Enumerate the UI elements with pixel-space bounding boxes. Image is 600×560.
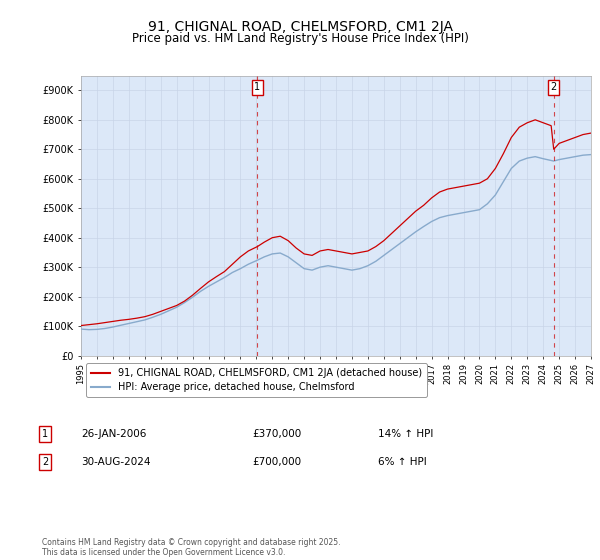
Text: 2: 2 [551,82,557,92]
Text: 6% ↑ HPI: 6% ↑ HPI [378,457,427,467]
Text: £370,000: £370,000 [252,429,301,439]
Text: 26-JAN-2006: 26-JAN-2006 [81,429,146,439]
Text: 1: 1 [254,82,260,92]
Text: Contains HM Land Registry data © Crown copyright and database right 2025.
This d: Contains HM Land Registry data © Crown c… [42,538,341,557]
Text: 2: 2 [42,457,48,467]
Text: £700,000: £700,000 [252,457,301,467]
Text: 30-AUG-2024: 30-AUG-2024 [81,457,151,467]
Text: 1: 1 [42,429,48,439]
Text: 91, CHIGNAL ROAD, CHELMSFORD, CM1 2JA: 91, CHIGNAL ROAD, CHELMSFORD, CM1 2JA [148,20,452,34]
Text: 14% ↑ HPI: 14% ↑ HPI [378,429,433,439]
Legend: 91, CHIGNAL ROAD, CHELMSFORD, CM1 2JA (detached house), HPI: Average price, deta: 91, CHIGNAL ROAD, CHELMSFORD, CM1 2JA (d… [86,363,427,397]
Text: Price paid vs. HM Land Registry's House Price Index (HPI): Price paid vs. HM Land Registry's House … [131,32,469,45]
